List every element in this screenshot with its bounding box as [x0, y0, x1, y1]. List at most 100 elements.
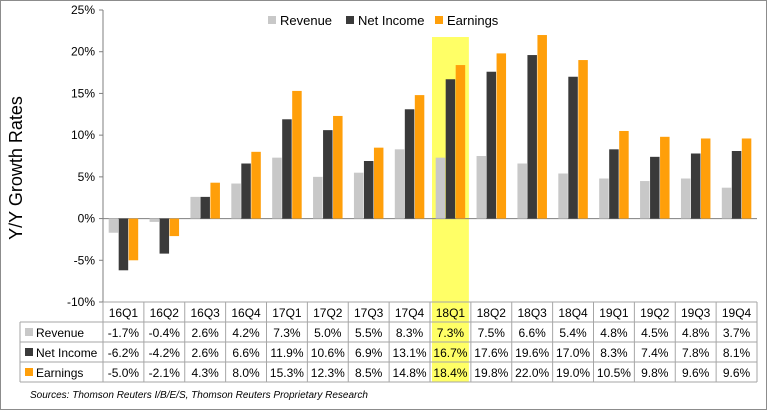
category-label: 18Q3 — [518, 306, 548, 320]
data-label: 3.7% — [723, 326, 751, 340]
bar-earnings — [292, 90, 302, 219]
data-label: 9.6% — [682, 366, 710, 380]
data-label: 10.5% — [597, 366, 631, 380]
data-label: 12.3% — [311, 366, 345, 380]
legend-label: Revenue — [280, 13, 332, 28]
bar-earnings — [210, 182, 220, 219]
data-label: 4.8% — [600, 326, 628, 340]
bar-net-income — [731, 150, 742, 219]
bar-net-income — [200, 196, 210, 219]
data-label: -1.7% — [108, 326, 140, 340]
data-label: 6.6% — [232, 346, 260, 360]
bar-revenue — [108, 218, 119, 233]
bar-earnings — [251, 151, 261, 219]
bar-net-income — [282, 119, 292, 219]
bar-earnings — [619, 130, 629, 219]
data-label: 6.6% — [519, 326, 547, 340]
row-label: Earnings — [36, 366, 83, 380]
data-label: 13.1% — [393, 346, 427, 360]
category-label: 17Q4 — [395, 306, 425, 320]
bar-earnings — [455, 65, 466, 219]
data-label: 18.4% — [433, 366, 467, 380]
bar-net-income — [609, 149, 619, 219]
bar-revenue — [231, 183, 241, 219]
bar-net-income — [363, 161, 374, 219]
bar-revenue — [476, 156, 487, 219]
data-label: 9.6% — [723, 366, 751, 380]
bar-earnings — [660, 136, 670, 219]
bar-net-income — [241, 163, 251, 219]
data-label: 22.0% — [515, 366, 549, 380]
bar-earnings — [128, 218, 139, 261]
data-label: 11.9% — [270, 346, 303, 360]
data-label: 4.5% — [641, 326, 669, 340]
data-label: -2.1% — [149, 366, 181, 380]
data-label: -4.2% — [149, 346, 181, 360]
bar-revenue — [353, 172, 364, 219]
data-label: 7.3% — [273, 326, 301, 340]
bar-net-income — [650, 156, 660, 219]
data-label: 9.8% — [641, 366, 669, 380]
data-label: 7.4% — [641, 346, 669, 360]
bar-earnings — [333, 115, 343, 219]
row-legend-swatch — [25, 368, 33, 376]
bar-earnings — [373, 147, 384, 219]
category-label: 17Q2 — [313, 306, 343, 320]
y-tick-label: 5% — [78, 170, 96, 184]
category-label: 19Q4 — [722, 306, 752, 320]
category-label: 16Q4 — [231, 306, 261, 320]
data-label: 15.3% — [270, 366, 304, 380]
legend-label: Earnings — [447, 13, 499, 28]
bar-revenue — [313, 176, 323, 219]
bar-revenue — [394, 149, 405, 219]
data-label: -5.0% — [108, 366, 140, 380]
bar-earnings — [414, 95, 425, 219]
row-legend-swatch — [25, 328, 33, 336]
category-label: 17Q3 — [354, 306, 384, 320]
row-label: Net Income — [36, 346, 98, 360]
y-tick-label: 0% — [78, 212, 96, 226]
data-label: 19.8% — [474, 366, 508, 380]
source-note: Sources: Thomson Reuters I/B/E/S, Thomso… — [30, 390, 368, 401]
data-label: -6.2% — [108, 346, 140, 360]
data-label: 17.6% — [474, 346, 508, 360]
y-tick-label: 20% — [71, 45, 95, 59]
y-tick-label: 25% — [71, 3, 95, 17]
bar-earnings — [496, 53, 507, 219]
bar-earnings — [169, 218, 180, 237]
data-label: 5.5% — [355, 326, 383, 340]
data-label: 8.3% — [600, 346, 628, 360]
bar-revenue — [272, 157, 282, 219]
bar-revenue — [190, 196, 200, 219]
y-axis-label: Y/Y Growth Rates — [6, 96, 26, 240]
legend-swatch — [435, 16, 443, 24]
bar-net-income — [568, 76, 578, 219]
row-label: Revenue — [36, 326, 84, 340]
category-label: 19Q2 — [640, 306, 670, 320]
data-label: 8.0% — [232, 366, 260, 380]
bar-revenue — [435, 157, 446, 219]
bar-revenue — [599, 178, 609, 219]
bar-earnings — [537, 35, 547, 219]
bar-net-income — [527, 55, 537, 219]
bar-revenue — [721, 187, 732, 219]
legend-swatch — [346, 16, 354, 24]
data-label: 8.1% — [723, 346, 751, 360]
data-label: 16.7% — [433, 346, 467, 360]
data-label: 4.3% — [192, 366, 220, 380]
y-tick-label: 10% — [71, 128, 95, 142]
bar-net-income — [445, 79, 456, 219]
legend-label: Net Income — [358, 13, 424, 28]
bar-net-income — [159, 218, 170, 254]
category-label: 18Q1 — [436, 306, 466, 320]
data-label: 8.3% — [396, 326, 424, 340]
bar-earnings — [700, 138, 711, 219]
data-label: 19.0% — [556, 366, 590, 380]
bar-net-income — [323, 130, 333, 219]
category-label: 16Q3 — [191, 306, 221, 320]
bar-net-income — [118, 218, 129, 271]
bar-earnings — [741, 138, 752, 219]
category-label: 17Q1 — [272, 306, 302, 320]
legend-swatch — [268, 16, 276, 24]
category-label: 19Q1 — [599, 306, 629, 320]
